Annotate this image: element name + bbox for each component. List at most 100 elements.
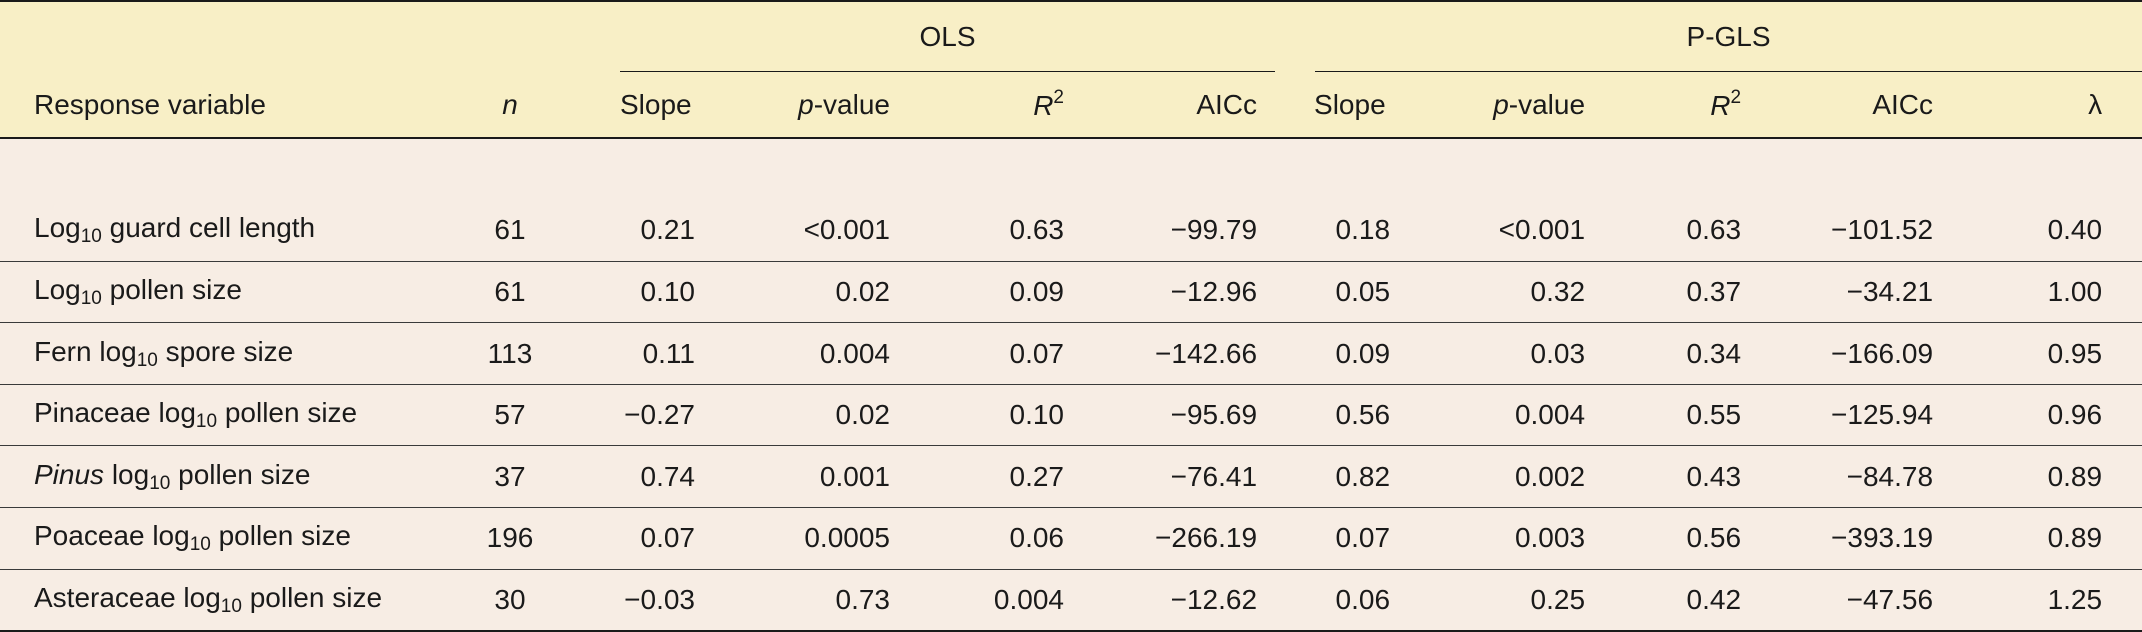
cell-ols-aicc: −76.41 [1100,445,1276,509]
cell-ols-aicc: −266.19 [1100,507,1276,570]
cell-lambda: 0.96 [1985,384,2142,447]
label-subscript: 10 [136,349,158,371]
cell-ols-slope: −0.27 [580,384,725,447]
cell-pgls-pvalue: 0.002 [1430,445,1616,509]
label-subscript: 10 [80,226,102,248]
spacer-cell [0,138,2142,200]
r-sup: 2 [1053,87,1064,108]
r-sup: 2 [1730,87,1742,108]
p-italic: p [1493,88,1509,120]
cell-pgls-r2: 0.63 [1615,199,1786,262]
cell-ols-r2: 0.06 [920,507,1100,570]
label-pre: Log [34,273,81,305]
cell-pgls-slope: 0.56 [1275,384,1431,447]
col-pgls-aicc: AICc [1785,72,1986,139]
cell-ols-pvalue: 0.02 [725,261,920,324]
col-pgls-r2: R2 [1615,72,1786,139]
cell-response-variable: Log10 guard cell length [0,199,440,262]
cell-n: 30 [440,569,580,632]
table-row: Pinaceae log10 pollen size 57 −0.27 0.02 0.1… [0,384,2142,447]
pgls-label: P-GLS [1686,21,1771,52]
col-ols-r2: R2 [920,72,1100,139]
cell-ols-slope: −0.03 [580,569,725,632]
col-pgls-pvalue: p-value [1430,72,1616,139]
cell-response-variable: Asteraceae log10 pollen size [0,569,440,632]
label-subscript: 10 [80,287,102,309]
r-italic: R [1710,90,1731,121]
cell-ols-r2: 0.27 [920,445,1100,509]
cell-pgls-aicc: −84.78 [1785,445,1986,509]
cell-lambda: 1.00 [1985,261,2142,324]
ols-underline [620,71,1276,72]
label-pre: Asteraceae log [34,581,221,613]
cell-pgls-pvalue: 0.32 [1430,261,1616,324]
cell-pgls-pvalue: 0.25 [1430,569,1616,632]
cell-pgls-aicc: −166.09 [1785,322,1986,385]
label-subscript: 10 [149,472,171,494]
cell-ols-r2: 0.10 [920,384,1100,447]
table-row: Log10 guard cell length 61 0.21 <0.001 0.63−… [0,199,2142,262]
cell-ols-aicc: −99.79 [1100,199,1276,262]
cell-pgls-r2: 0.55 [1615,384,1786,447]
cell-pgls-pvalue: 0.03 [1430,322,1616,385]
col-ols-aicc: AICc [1100,72,1276,139]
col-response-variable: Response variable [0,72,440,139]
label-post: guard cell length [101,212,316,244]
label-post: pollen size [101,273,242,305]
cell-ols-r2: 0.07 [920,322,1100,385]
cell-ols-pvalue: 0.02 [725,384,920,447]
body-spacer [0,138,2142,200]
cell-response-variable: Fern log10 spore size [0,322,440,385]
cell-pgls-slope: 0.18 [1275,199,1431,262]
cell-pgls-slope: 0.07 [1275,507,1431,570]
cell-ols-slope: 0.07 [580,507,725,570]
cell-pgls-pvalue: 0.003 [1430,507,1616,570]
cell-n: 61 [440,199,580,262]
table-row: Pinus log10 pollen size 37 0.74 0.001 0.27 −7… [0,445,2142,509]
col-ols-pvalue: p-value [725,72,920,139]
cell-n: 196 [440,507,580,570]
cell-response-variable: Poaceae log10 pollen size [0,507,440,570]
label-subscript: 10 [195,411,218,433]
cell-ols-pvalue: 0.0005 [725,507,920,570]
cell-lambda: 0.89 [1985,507,2142,570]
cell-pgls-r2: 0.43 [1615,445,1786,509]
cell-lambda: 0.40 [1985,199,2142,262]
cell-n: 113 [440,322,580,385]
cell-lambda: 1.25 [1985,569,2142,632]
table-body: Log10 guard cell length 61 0.21 <0.001 0.63−… [0,138,2142,632]
label-post: pollen size [217,397,358,429]
cell-pgls-aicc: −393.19 [1785,507,1986,570]
cell-ols-pvalue: <0.001 [725,199,920,262]
cell-ols-slope: 0.11 [580,322,725,385]
cell-n: 57 [440,384,580,447]
cell-n: 37 [440,445,580,509]
cell-pgls-r2: 0.34 [1615,322,1786,385]
cell-ols-slope: 0.74 [580,445,725,509]
cell-pgls-pvalue: 0.004 [1430,384,1616,447]
cell-n: 61 [440,261,580,324]
cell-ols-slope: 0.10 [580,261,725,324]
table-row: Fern log10 spore size 113 0.11 0.004 0.07 −14… [0,322,2142,385]
cell-pgls-r2: 0.37 [1615,261,1786,324]
cell-ols-slope: 0.21 [580,199,725,262]
label-pre: Pinaceae log [34,397,196,429]
cell-ols-pvalue: 0.73 [725,569,920,632]
label-pre: Poaceae log [34,520,190,552]
label-post: pollen size [210,520,351,552]
label-pre: Log [34,212,81,244]
label-pre: log [104,458,150,490]
p-rest: -value [1508,88,1586,120]
r-italic: R [1033,90,1054,121]
col-lambda: λ [1985,72,2142,139]
cell-ols-aicc: −12.96 [1100,261,1276,324]
cell-ols-aicc: −142.66 [1100,322,1276,385]
header-empty [440,0,580,72]
cell-ols-r2: 0.63 [920,199,1100,262]
cell-pgls-r2: 0.56 [1615,507,1786,570]
cell-lambda: 0.95 [1985,322,2142,385]
pgls-underline [1315,71,2142,72]
cell-response-variable: Log10 pollen size [0,261,440,324]
